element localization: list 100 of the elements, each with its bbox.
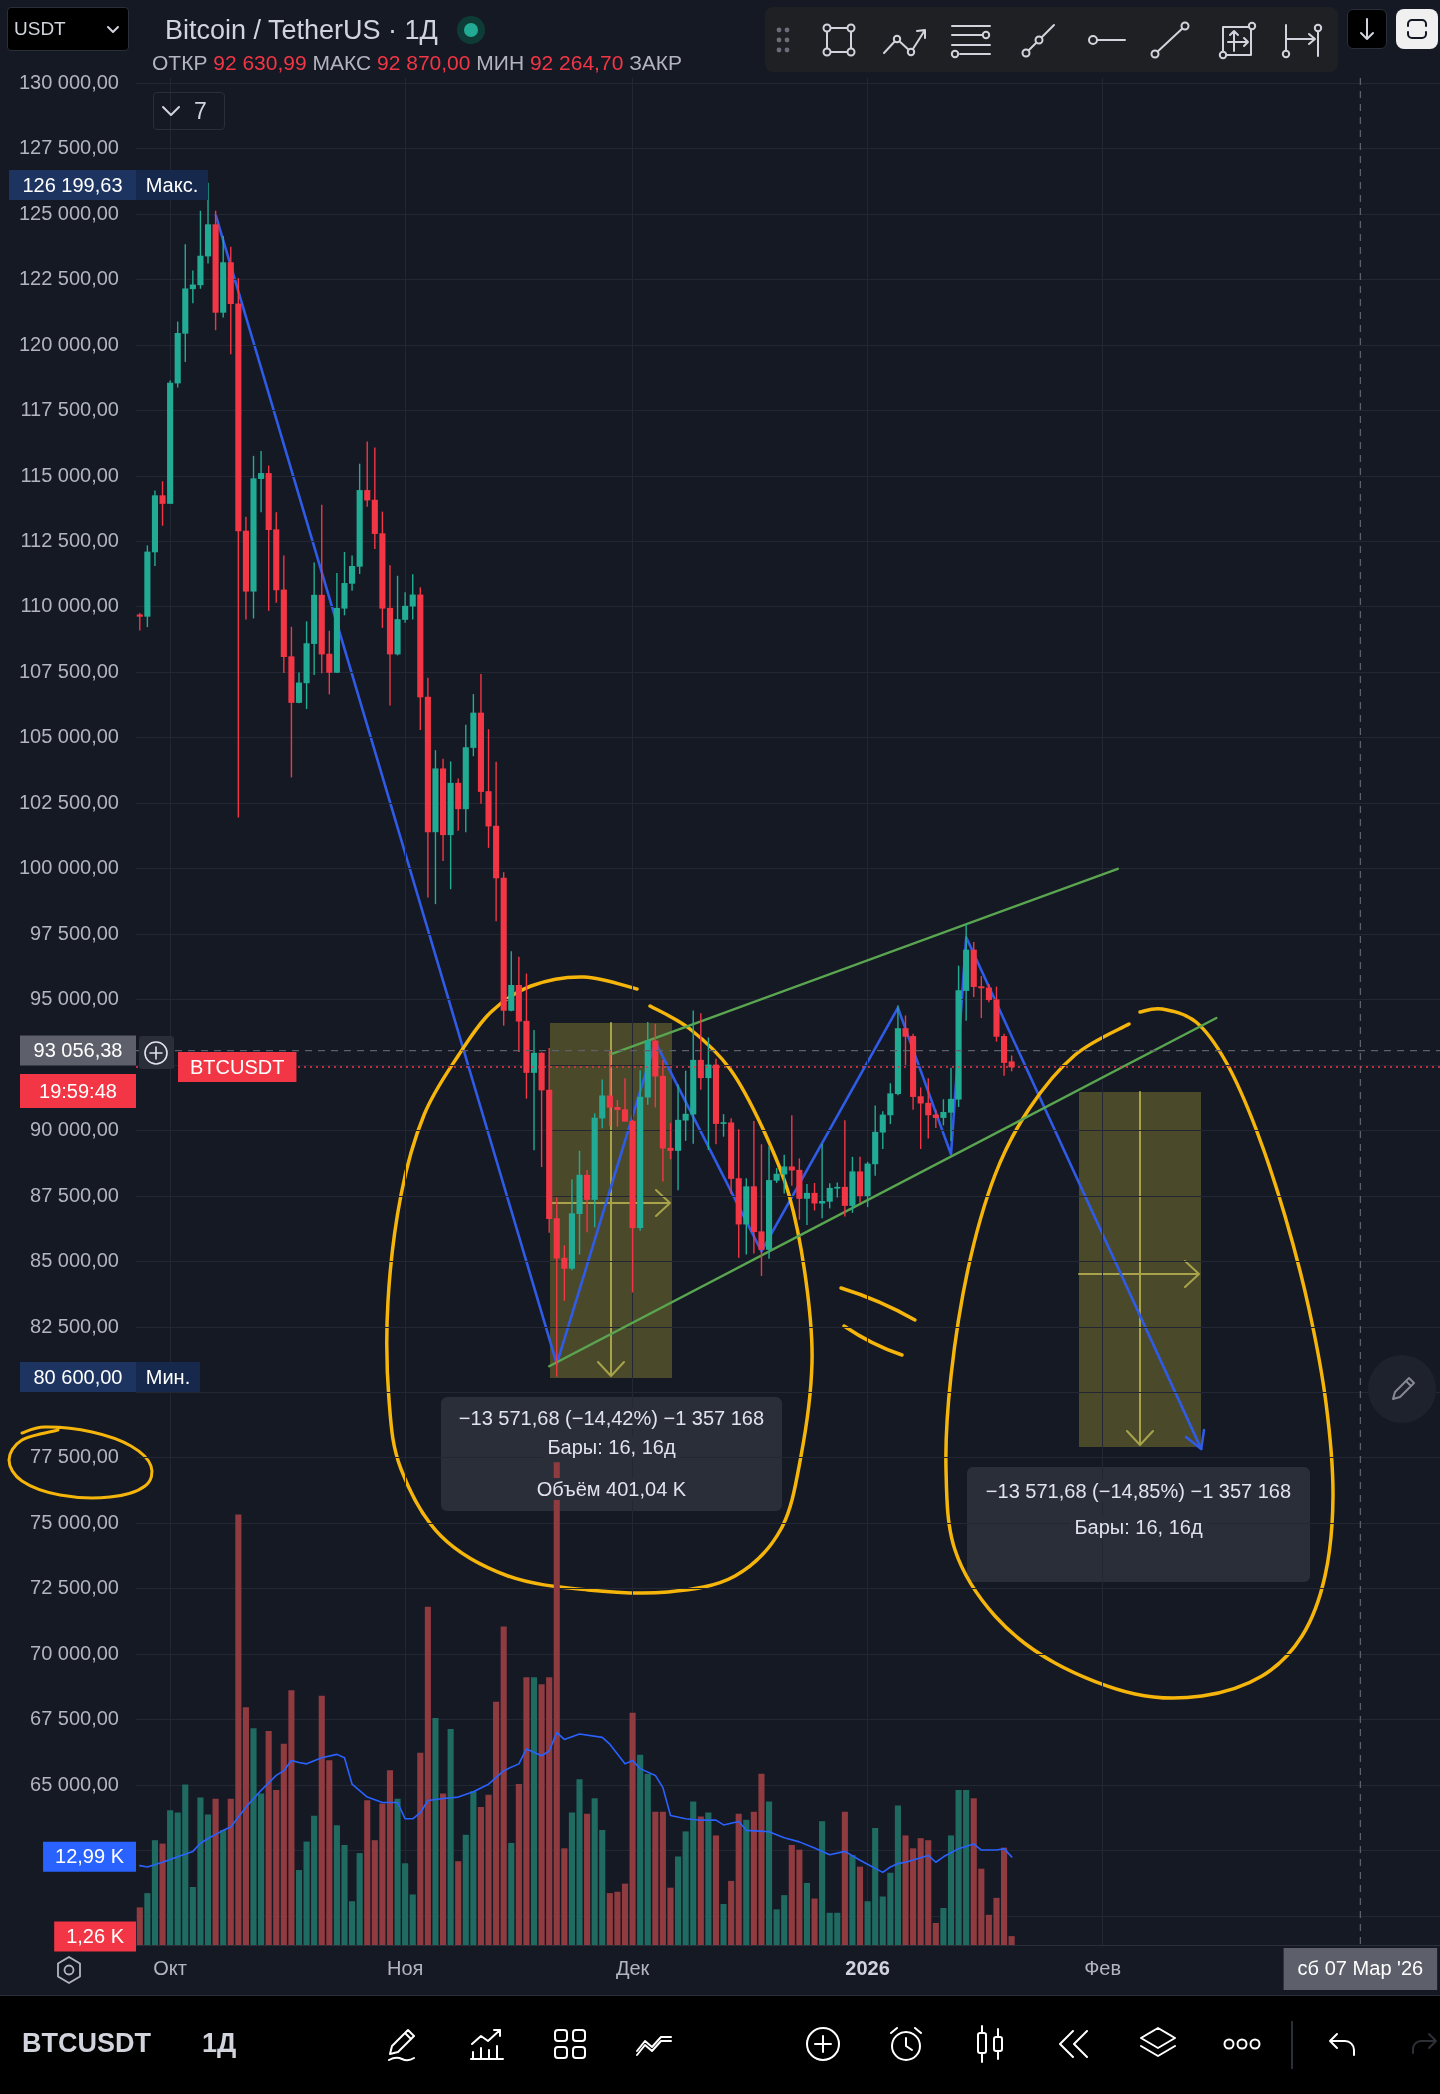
candlestick: [530, 1029, 538, 1151]
bar: [765, 1801, 773, 1945]
y-tick-label: 87 500,00: [30, 1183, 119, 1206]
bar: [940, 1908, 947, 1945]
y-tick-label: 77 500,00: [30, 1445, 119, 1468]
y-tick-label: 75 000,00: [30, 1510, 119, 1533]
bar: [720, 1903, 727, 1945]
y2-tick-label: 1,26 K: [66, 1924, 125, 1947]
y-tick-label: 70 000,00: [30, 1641, 119, 1664]
candlestick: [819, 1143, 826, 1220]
candlestick: [561, 1244, 568, 1302]
chart-title: Bitcoin / TetherUS · 1Д: [165, 14, 438, 46]
bar: [894, 1805, 901, 1945]
y-tick-label: 95 000,00: [30, 987, 119, 1010]
candlestick: [917, 1086, 924, 1150]
candlestick: [947, 1067, 955, 1142]
y-tick-label: 105 000,00: [18, 725, 119, 748]
bottom-toolbar: BTCUSDT 1Д: [0, 1995, 1440, 2094]
bar: [500, 1626, 507, 1945]
bar: [136, 1907, 143, 1945]
x-tick-label: Окт: [153, 1956, 187, 1979]
bar: [508, 1842, 515, 1945]
bar: [220, 1830, 227, 1945]
bar: [629, 1712, 636, 1945]
y-tick-label: 97 500,00: [30, 921, 119, 944]
bar: [409, 1894, 416, 1945]
candlestick: [599, 1078, 606, 1129]
bar: [151, 1840, 159, 1945]
y-tick-label: 110 000,00: [20, 594, 119, 617]
x-tick-label: 2026: [845, 1956, 890, 1979]
bar: [675, 1856, 682, 1945]
candlestick: [159, 480, 166, 527]
y-tick-label: 130 000,00: [18, 70, 119, 93]
annotation: −13 571,68 (−14,42%) −1 357 168: [454, 1407, 769, 1429]
x-tick-label: сб 07 Мар '26: [1297, 1956, 1424, 1979]
bar: [424, 1606, 431, 1945]
bar: [637, 1754, 644, 1945]
bar: [947, 1835, 955, 1945]
candlestick: [940, 1098, 947, 1127]
x-tick-label: Дек: [615, 1956, 650, 1979]
candlestick: [887, 1082, 894, 1125]
bar: [584, 1813, 591, 1945]
bar: [364, 1800, 371, 1945]
ref-line-label: 93 056,38: [33, 1039, 123, 1062]
y-tick-label: 112 500,00: [20, 528, 119, 551]
candlestick: [720, 1113, 727, 1138]
chart-subtitle: ОТКР 92 630,99 МАКС 92 870,00 МИН 92 264,70 ЗАКР: [152, 51, 683, 74]
y-tick-label: 120 000,00: [18, 332, 119, 355]
y-tick-label: 65 000,00: [30, 1772, 119, 1795]
bar: [652, 1811, 659, 1945]
y-tick-label: 90 000,00: [30, 1118, 119, 1141]
bar: [144, 1893, 151, 1945]
bar: [159, 1843, 166, 1945]
bar: [735, 1813, 742, 1945]
annotation: Бары: 16, 16д: [1070, 1516, 1207, 1538]
candlestick: [621, 1077, 629, 1123]
bar: [1008, 1936, 1015, 1945]
y-tick-label: 82 500,00: [30, 1314, 119, 1337]
bar: [295, 1870, 303, 1945]
bar: [621, 1883, 629, 1945]
bar: [849, 1855, 856, 1945]
annotation: Объём 401,04 K: [532, 1478, 691, 1500]
y-tick-label: 102 500,00: [18, 790, 119, 813]
bar: [417, 1752, 424, 1945]
candlestick: [409, 573, 416, 621]
candlestick: [925, 1077, 932, 1140]
candlestick: [364, 440, 371, 508]
bar: [697, 1816, 704, 1945]
y-tick-label: 115 000,00: [20, 463, 119, 486]
bar: [728, 1880, 735, 1945]
bar: [432, 1718, 439, 1945]
y-tick-label: 107 500,00: [18, 659, 119, 682]
bar: [455, 1861, 462, 1945]
ref-line-label: BTCUSDT: [190, 1055, 285, 1078]
y-tick-label: 127 500,00: [18, 136, 119, 159]
annotation: 7: [194, 96, 208, 126]
candlestick: [811, 1182, 818, 1212]
bar: [386, 1770, 394, 1945]
annotation: Бары: 16, 16д: [543, 1436, 680, 1458]
bar: [932, 1922, 939, 1945]
bar: [803, 1882, 811, 1945]
bar: [819, 1821, 826, 1945]
bar: [439, 1793, 447, 1945]
x-tick-label: Фев: [1084, 1956, 1122, 1979]
bar: [530, 1677, 538, 1945]
bar: [841, 1811, 848, 1945]
text: USDT: [14, 17, 67, 41]
y-tick-label: 72 500,00: [30, 1576, 119, 1599]
bar: [811, 1898, 818, 1945]
bar: [447, 1728, 454, 1945]
x-tick-label: Ноя: [386, 1956, 424, 1979]
y-tick-label: 117 500,00: [20, 398, 119, 421]
bar: [705, 1812, 712, 1945]
y-tick-label: 125 000,00: [18, 201, 119, 224]
bar: [356, 1853, 363, 1945]
y-tick-label: 100 000,00: [18, 856, 119, 879]
bar: [242, 1707, 249, 1945]
bar: [712, 1835, 720, 1945]
bar: [856, 1866, 864, 1945]
candlestick: [932, 1108, 939, 1129]
